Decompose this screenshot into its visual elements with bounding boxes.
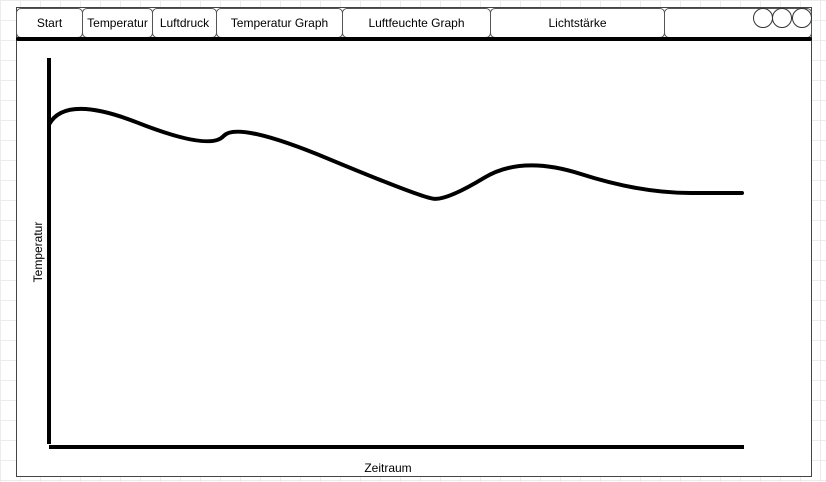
x-axis-label: Zeitraum [364, 461, 411, 475]
app-window [16, 7, 812, 477]
circle-icon[interactable] [772, 8, 792, 28]
y-axis-label: Temperatur [31, 222, 45, 283]
nav-divider [16, 37, 812, 41]
circle-icon[interactable] [792, 8, 812, 28]
tab-start[interactable]: Start [16, 8, 83, 38]
tab-luftfeuchte-graph[interactable]: Luftfeuchte Graph [342, 8, 491, 38]
temperature-series-line [47, 106, 744, 201]
